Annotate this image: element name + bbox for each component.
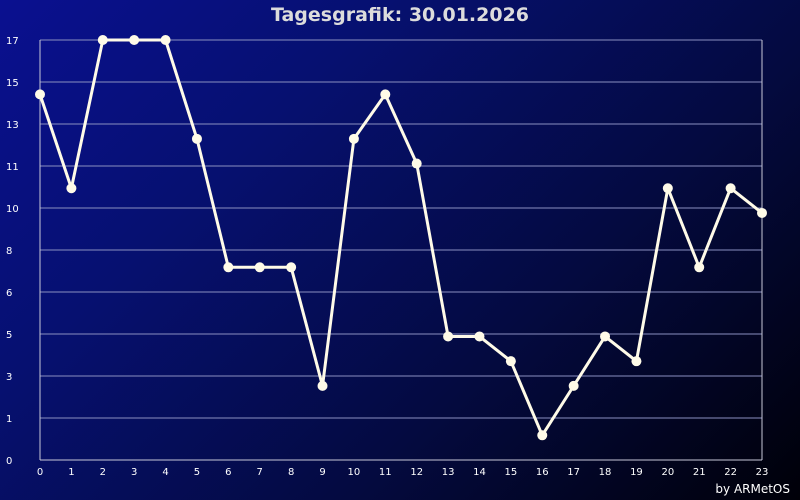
x-tick-label: 11 <box>379 467 392 478</box>
data-point <box>443 331 454 342</box>
x-tick-label: 19 <box>630 467 643 478</box>
data-point <box>662 183 673 194</box>
data-point <box>537 430 548 441</box>
data-point <box>600 331 611 342</box>
data-point <box>191 133 202 144</box>
y-tick-label: 0 <box>6 456 12 467</box>
x-tick-label: 5 <box>194 467 200 478</box>
x-tick-label: 7 <box>257 467 263 478</box>
data-point <box>317 380 328 391</box>
data-point <box>568 380 579 391</box>
data-point <box>757 207 767 218</box>
series-line <box>38 38 763 437</box>
x-tick-label: 8 <box>288 467 294 478</box>
data-point <box>411 158 422 169</box>
y-tick-label: 3 <box>6 372 12 383</box>
y-tick-label: 15 <box>6 78 19 89</box>
data-point <box>66 183 77 194</box>
x-tick-label: 13 <box>442 467 455 478</box>
x-tick-label: 10 <box>348 467 361 478</box>
data-point <box>474 331 485 342</box>
x-tick-label: 12 <box>410 467 423 478</box>
y-tick-label: 10 <box>6 204 19 215</box>
credit-label: by ARMetOS <box>715 482 790 496</box>
x-tick-label: 15 <box>505 467 518 478</box>
x-tick-label: 23 <box>756 467 769 478</box>
data-point <box>380 89 391 100</box>
x-tick-label: 9 <box>319 467 325 478</box>
x-tick-label: 17 <box>567 467 580 478</box>
data-point <box>97 35 108 45</box>
data-point <box>160 35 171 45</box>
data-point <box>35 89 45 100</box>
data-point <box>286 262 297 273</box>
x-tick-label: 4 <box>162 467 168 478</box>
y-tick-label: 1 <box>6 414 12 425</box>
y-tick-label: 17 <box>6 36 19 47</box>
x-tick-label: 14 <box>473 467 486 478</box>
data-point <box>223 262 234 273</box>
data-point <box>725 183 736 194</box>
y-tick-label: 11 <box>6 162 19 173</box>
data-point <box>254 262 265 273</box>
x-tick-label: 16 <box>536 467 549 478</box>
chart-title: Tagesgrafik: 30.01.2026 <box>270 4 530 26</box>
data-point <box>505 356 516 367</box>
data-point <box>129 35 140 45</box>
y-tick-label: 13 <box>6 120 19 131</box>
x-tick-label: 1 <box>68 467 74 478</box>
x-tick-label: 18 <box>599 467 612 478</box>
y-tick-label: 5 <box>6 330 12 341</box>
x-tick-label: 2 <box>100 467 106 478</box>
x-tick-label: 0 <box>37 467 43 478</box>
data-point <box>631 356 642 367</box>
y-tick-label: 6 <box>6 288 12 299</box>
x-tick-label: 20 <box>661 467 674 478</box>
x-tick-label: 22 <box>724 467 737 478</box>
x-tick-label: 21 <box>693 467 706 478</box>
y-tick-label: 8 <box>6 246 12 257</box>
data-point <box>694 262 705 273</box>
data-point <box>348 133 359 144</box>
x-tick-label: 6 <box>225 467 231 478</box>
x-tick-label: 3 <box>131 467 137 478</box>
